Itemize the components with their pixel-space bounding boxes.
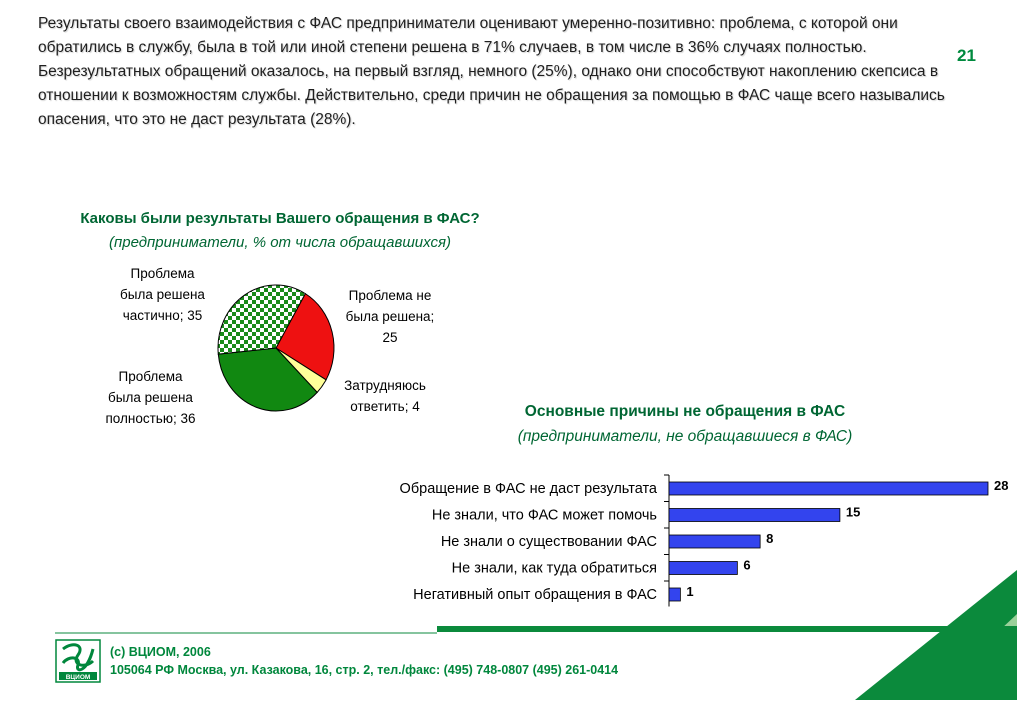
pie-title-subtitle: (предприниматели, % от числа обращавшихс… <box>109 234 451 251</box>
bar <box>668 587 681 602</box>
bar <box>668 534 761 549</box>
footer-text: (с) ВЦИОМ, 2006 105064 РФ Москва, ул. Ка… <box>110 643 618 679</box>
pie-label-line: полностью; 36 <box>105 411 196 426</box>
pie-label-fully-solved: Проблема была решена полностью; 36 <box>88 366 213 429</box>
bar-value-label: 6 <box>743 558 750 573</box>
pie-label-line: была решена <box>120 287 205 302</box>
bar-chart: Обращение в ФАС не даст результата 28 Не з… <box>400 474 1008 607</box>
bar-value-label: 8 <box>766 531 773 546</box>
bar <box>668 561 738 575</box>
bar-category-label: Не знали, что ФАС может помочь <box>432 508 657 524</box>
pie-slice-fully-solved <box>217 347 318 412</box>
pie-label-line: Проблема <box>130 266 195 281</box>
bar-chart-title: Основные причины не обращения в ФАС (пре… <box>440 399 930 449</box>
bar-title-main: Основные причины не обращения в ФАС <box>524 403 846 420</box>
footer-address: 105064 РФ Москва, ул. Казакова, 16, стр.… <box>110 663 619 677</box>
decorative-triangle-dark <box>855 570 1017 700</box>
footer-band <box>437 626 1017 632</box>
pie-slice-not-solved <box>275 292 335 381</box>
bar-title-subtitle: (предприниматели, не обращавшиеся в ФАС) <box>517 428 853 445</box>
bar-category-label: Негативный опыт обращения в ФАС <box>413 587 657 603</box>
pie-label-line: 25 <box>382 330 398 345</box>
footer-copyright: (с) ВЦИОМ, 2006 <box>110 645 211 659</box>
pie-slice-partly-solved <box>217 284 306 355</box>
pie-label-hard-to-say: Затрудняюсь ответить; 4 <box>325 375 445 417</box>
bar-category-label: Обращение в ФАС не даст результата <box>400 481 658 497</box>
pie-label-line: Затрудняюсь <box>344 378 426 393</box>
pie-label-not-solved: Проблема не была решена; 25 <box>330 285 450 348</box>
pie-label-line: Проблема не <box>348 288 432 303</box>
bar-value-label: 28 <box>994 478 1008 493</box>
pie-label-partly-solved: Проблема была решена частично; 35 <box>100 263 225 326</box>
pie-label-line: была решена <box>108 390 193 405</box>
intro-text: Результаты своего взаимодействия с ФАС п… <box>38 12 968 132</box>
pie-chart-title: Каковы были результаты Вашего обращения … <box>30 207 530 255</box>
bar-value-label: 1 <box>686 584 693 599</box>
intro-paragraph-1: Результаты своего взаимодействия с ФАС п… <box>38 15 898 56</box>
bar <box>668 481 989 496</box>
vciom-logo: ВЦИОМ <box>55 639 101 683</box>
logo-text: ВЦИОМ <box>66 674 91 681</box>
pie-title-main: Каковы были результаты Вашего обращения … <box>80 210 480 227</box>
bar <box>668 508 841 522</box>
bar-category-label: Не знали, как туда обратиться <box>452 561 657 577</box>
page-number: 21 <box>957 46 976 65</box>
pie-label-line: ответить; 4 <box>350 399 420 414</box>
pie-label-line: была решена; <box>345 309 435 324</box>
pie-label-line: частично; 35 <box>122 308 203 323</box>
pie-label-line: Проблема <box>118 369 183 384</box>
intro-paragraph-2: Безрезультатных обращений оказалось, на … <box>38 63 945 128</box>
bar-value-label: 15 <box>846 505 860 520</box>
bar-category-label: Не знали о существовании ФАС <box>441 534 657 550</box>
pie-chart <box>217 284 335 412</box>
